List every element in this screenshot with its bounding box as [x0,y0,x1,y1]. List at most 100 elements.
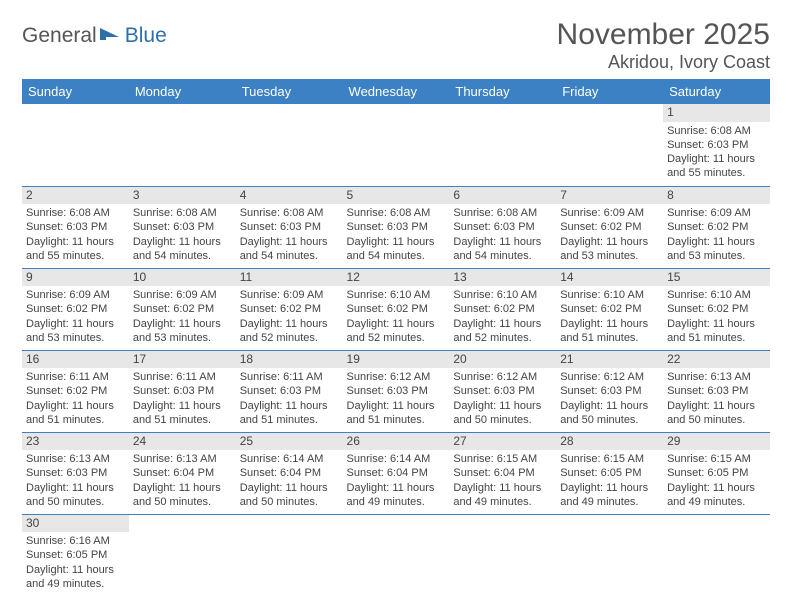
day-details: Sunrise: 6:13 AMSunset: 6:03 PMDaylight:… [22,450,129,513]
sunset-text: Sunset: 6:02 PM [453,302,552,316]
calendar-cell: 10Sunrise: 6:09 AMSunset: 6:02 PMDayligh… [129,268,236,350]
sunrise-text: Sunrise: 6:12 AM [453,370,552,384]
calendar-cell [236,104,343,186]
calendar-cell: 14Sunrise: 6:10 AMSunset: 6:02 PMDayligh… [556,268,663,350]
weekday-header: Wednesday [343,79,450,104]
calendar-table: Sunday Monday Tuesday Wednesday Thursday… [22,79,770,596]
sunset-text: Sunset: 6:04 PM [240,466,339,480]
calendar-cell [343,514,450,596]
day-number: 12 [343,269,450,287]
day-number: 21 [556,351,663,369]
day-number: 15 [663,269,770,287]
calendar-cell [449,514,556,596]
day-number: 20 [449,351,556,369]
calendar-cell: 21Sunrise: 6:12 AMSunset: 6:03 PMDayligh… [556,350,663,432]
page-header: General Blue November 2025 Akridou, Ivor… [22,18,770,73]
day-details: Sunrise: 6:14 AMSunset: 6:04 PMDaylight:… [343,450,450,513]
sunset-text: Sunset: 6:02 PM [667,220,766,234]
sunrise-text: Sunrise: 6:08 AM [347,206,446,220]
calendar-cell: 28Sunrise: 6:15 AMSunset: 6:05 PMDayligh… [556,432,663,514]
day-details: Sunrise: 6:08 AMSunset: 6:03 PMDaylight:… [449,204,556,267]
calendar-cell: 16Sunrise: 6:11 AMSunset: 6:02 PMDayligh… [22,350,129,432]
calendar-cell [663,514,770,596]
weekday-header: Friday [556,79,663,104]
calendar-week-row: 16Sunrise: 6:11 AMSunset: 6:02 PMDayligh… [22,350,770,432]
calendar-week-row: 1Sunrise: 6:08 AMSunset: 6:03 PMDaylight… [22,104,770,186]
day-details: Sunrise: 6:12 AMSunset: 6:03 PMDaylight:… [449,368,556,431]
calendar-cell [129,514,236,596]
daylight-text: Daylight: 11 hours and 53 minutes. [667,235,766,264]
daylight-text: Daylight: 11 hours and 53 minutes. [26,317,125,346]
day-details: Sunrise: 6:09 AMSunset: 6:02 PMDaylight:… [556,204,663,267]
daylight-text: Daylight: 11 hours and 54 minutes. [133,235,232,264]
calendar-cell: 2Sunrise: 6:08 AMSunset: 6:03 PMDaylight… [22,186,129,268]
daylight-text: Daylight: 11 hours and 53 minutes. [560,235,659,264]
day-details: Sunrise: 6:16 AMSunset: 6:05 PMDaylight:… [22,532,129,595]
weekday-header: Thursday [449,79,556,104]
day-details: Sunrise: 6:10 AMSunset: 6:02 PMDaylight:… [663,286,770,349]
calendar-cell: 23Sunrise: 6:13 AMSunset: 6:03 PMDayligh… [22,432,129,514]
sunset-text: Sunset: 6:02 PM [26,302,125,316]
daylight-text: Daylight: 11 hours and 51 minutes. [560,317,659,346]
sunset-text: Sunset: 6:02 PM [240,302,339,316]
daylight-text: Daylight: 11 hours and 50 minutes. [133,481,232,510]
sunset-text: Sunset: 6:05 PM [560,466,659,480]
day-details: Sunrise: 6:11 AMSunset: 6:02 PMDaylight:… [22,368,129,431]
calendar-cell: 13Sunrise: 6:10 AMSunset: 6:02 PMDayligh… [449,268,556,350]
day-details: Sunrise: 6:09 AMSunset: 6:02 PMDaylight:… [236,286,343,349]
day-number: 1 [663,104,770,122]
daylight-text: Daylight: 11 hours and 50 minutes. [240,481,339,510]
sunrise-text: Sunrise: 6:09 AM [133,288,232,302]
calendar-cell: 18Sunrise: 6:11 AMSunset: 6:03 PMDayligh… [236,350,343,432]
sunset-text: Sunset: 6:05 PM [667,466,766,480]
daylight-text: Daylight: 11 hours and 51 minutes. [133,399,232,428]
sunset-text: Sunset: 6:02 PM [347,302,446,316]
calendar-cell: 11Sunrise: 6:09 AMSunset: 6:02 PMDayligh… [236,268,343,350]
calendar-cell: 1Sunrise: 6:08 AMSunset: 6:03 PMDaylight… [663,104,770,186]
sunset-text: Sunset: 6:04 PM [453,466,552,480]
day-details: Sunrise: 6:12 AMSunset: 6:03 PMDaylight:… [343,368,450,431]
sunset-text: Sunset: 6:04 PM [133,466,232,480]
day-number: 26 [343,433,450,451]
day-details: Sunrise: 6:10 AMSunset: 6:02 PMDaylight:… [556,286,663,349]
day-number: 16 [22,351,129,369]
day-number: 29 [663,433,770,451]
day-number: 17 [129,351,236,369]
calendar-cell: 29Sunrise: 6:15 AMSunset: 6:05 PMDayligh… [663,432,770,514]
weekday-header-row: Sunday Monday Tuesday Wednesday Thursday… [22,79,770,104]
calendar-cell: 20Sunrise: 6:12 AMSunset: 6:03 PMDayligh… [449,350,556,432]
calendar-cell: 26Sunrise: 6:14 AMSunset: 6:04 PMDayligh… [343,432,450,514]
day-details: Sunrise: 6:08 AMSunset: 6:03 PMDaylight:… [343,204,450,267]
sunrise-text: Sunrise: 6:16 AM [26,534,125,548]
sunrise-text: Sunrise: 6:11 AM [133,370,232,384]
sunrise-text: Sunrise: 6:09 AM [560,206,659,220]
daylight-text: Daylight: 11 hours and 50 minutes. [26,481,125,510]
calendar-week-row: 30Sunrise: 6:16 AMSunset: 6:05 PMDayligh… [22,514,770,596]
sunrise-text: Sunrise: 6:12 AM [560,370,659,384]
daylight-text: Daylight: 11 hours and 54 minutes. [453,235,552,264]
sunrise-text: Sunrise: 6:14 AM [347,452,446,466]
sunrise-text: Sunrise: 6:09 AM [667,206,766,220]
day-details: Sunrise: 6:08 AMSunset: 6:03 PMDaylight:… [22,204,129,267]
calendar-cell: 27Sunrise: 6:15 AMSunset: 6:04 PMDayligh… [449,432,556,514]
location: Akridou, Ivory Coast [557,52,770,73]
sunset-text: Sunset: 6:03 PM [133,220,232,234]
calendar-cell [236,514,343,596]
day-number: 6 [449,187,556,205]
day-number: 19 [343,351,450,369]
sunset-text: Sunset: 6:02 PM [667,302,766,316]
calendar-cell [343,104,450,186]
day-details: Sunrise: 6:09 AMSunset: 6:02 PMDaylight:… [22,286,129,349]
calendar-cell: 22Sunrise: 6:13 AMSunset: 6:03 PMDayligh… [663,350,770,432]
sunrise-text: Sunrise: 6:15 AM [667,452,766,466]
sunrise-text: Sunrise: 6:15 AM [560,452,659,466]
day-number: 27 [449,433,556,451]
daylight-text: Daylight: 11 hours and 52 minutes. [347,317,446,346]
day-details: Sunrise: 6:11 AMSunset: 6:03 PMDaylight:… [129,368,236,431]
day-number: 7 [556,187,663,205]
daylight-text: Daylight: 11 hours and 49 minutes. [347,481,446,510]
daylight-text: Daylight: 11 hours and 55 minutes. [26,235,125,264]
sunrise-text: Sunrise: 6:08 AM [240,206,339,220]
sunset-text: Sunset: 6:03 PM [347,384,446,398]
sunset-text: Sunset: 6:02 PM [560,302,659,316]
